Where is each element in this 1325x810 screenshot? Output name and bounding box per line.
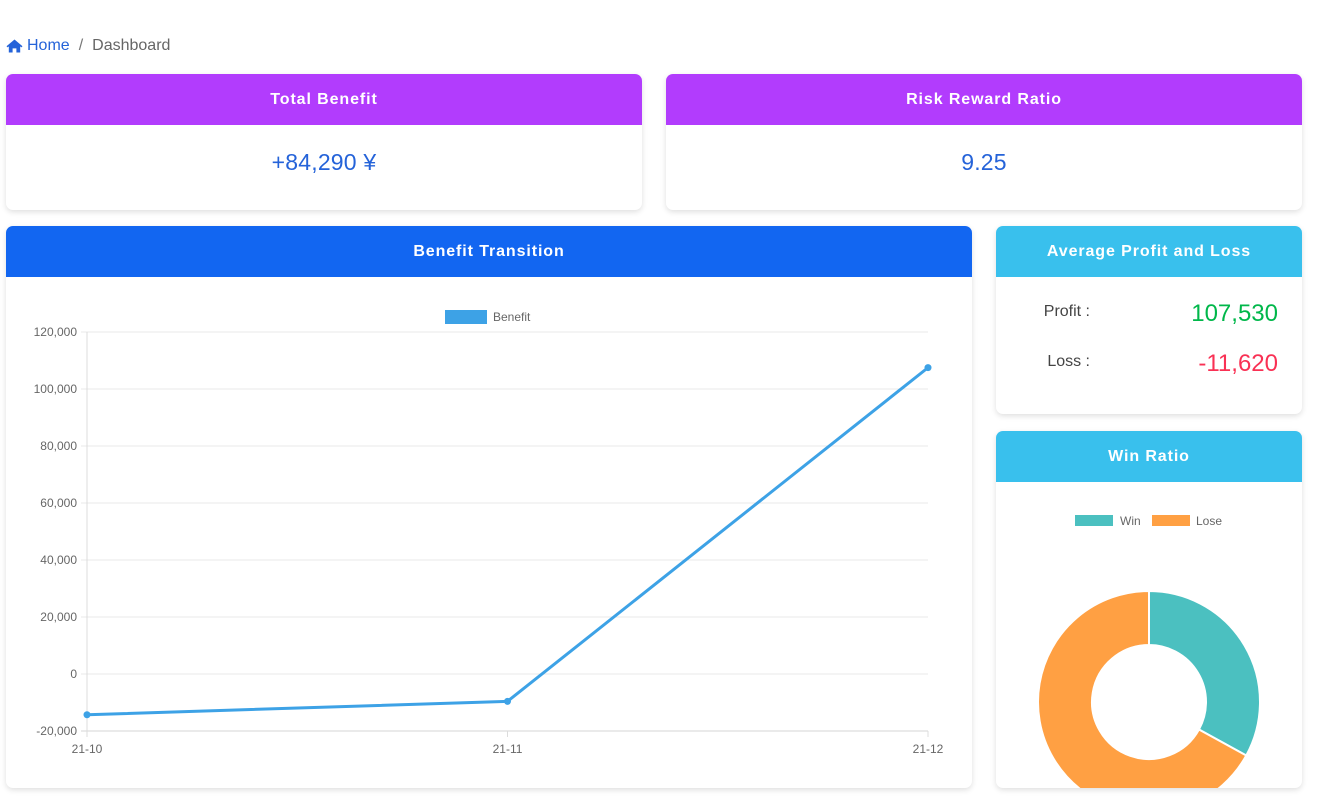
donut-slice-win[interactable]: [1148, 589, 1261, 757]
risk-reward-card: Risk Reward Ratio 9.25: [666, 74, 1302, 210]
home-icon: [6, 39, 23, 53]
profit-label: Profit :: [1043, 303, 1090, 320]
breadcrumb: Home / Dashboard: [6, 36, 170, 56]
y-tick-label: 0: [70, 667, 77, 681]
x-tick-label: 21-11: [493, 742, 523, 756]
benefit-data-point[interactable]: [83, 711, 91, 719]
donut-slice-lose[interactable]: [1037, 589, 1248, 788]
breadcrumb-home-label[interactable]: Home: [27, 37, 70, 54]
breadcrumb-separator: /: [78, 37, 84, 54]
profit-value: 107,530: [1191, 300, 1278, 327]
benefit-data-point[interactable]: [504, 697, 511, 705]
loss-label: Loss :: [1047, 353, 1090, 370]
y-tick-label: 80,000: [40, 439, 77, 453]
benefit-transition-card: Benefit Transition Benefit 120,000 100,00…: [6, 226, 972, 788]
legend-swatch-lose[interactable]: [1152, 515, 1190, 526]
benefit-transition-title: Benefit Transition: [6, 226, 972, 277]
benefit-data-point[interactable]: [924, 364, 932, 372]
risk-reward-title: Risk Reward Ratio: [666, 74, 1302, 125]
benefit-series-line: [86, 366, 929, 717]
win-ratio-card: Win Ratio Win Lose: [996, 431, 1302, 788]
legend-label-win[interactable]: Win: [1120, 514, 1141, 528]
total-benefit-card: Total Benefit +84,290 ¥: [6, 74, 642, 210]
breadcrumb-home-link[interactable]: Home: [6, 37, 70, 55]
x-tick-label: 21-12: [913, 742, 944, 756]
y-tick-label: 100,000: [34, 382, 78, 396]
breadcrumb-current: Dashboard: [92, 37, 171, 54]
y-tick-label: 120,000: [34, 325, 78, 339]
risk-reward-value: 9.25: [961, 149, 1007, 175]
profit-row: Profit : 107,530: [996, 300, 1302, 330]
legend-swatch-benefit[interactable]: [445, 310, 487, 324]
loss-row: Loss : -11,620: [996, 350, 1302, 380]
legend-swatch-win[interactable]: [1075, 515, 1113, 526]
legend-label-lose[interactable]: Lose: [1196, 514, 1222, 528]
loss-value: -11,620: [1198, 350, 1278, 377]
legend-label-benefit[interactable]: Benefit: [493, 310, 531, 324]
total-benefit-value: +84,290 ¥: [271, 149, 377, 175]
total-benefit-title: Total Benefit: [6, 74, 642, 125]
y-tick-label: 20,000: [40, 610, 77, 624]
y-tick-label: 40,000: [40, 553, 77, 567]
y-tick-label: -20,000: [36, 724, 77, 738]
win-ratio-donut-chart: Win Lose: [1037, 514, 1261, 788]
average-profit-loss-card: Average Profit and Loss Profit : 107,530…: [996, 226, 1302, 414]
y-tick-label: 60,000: [40, 496, 77, 510]
x-tick-label: 21-10: [72, 742, 103, 756]
average-profit-loss-title: Average Profit and Loss: [996, 226, 1302, 277]
benefit-line-chart: Benefit 120,000 100,000 80,000 60,000 40,000…: [34, 310, 944, 756]
win-ratio-title: Win Ratio: [996, 431, 1302, 482]
